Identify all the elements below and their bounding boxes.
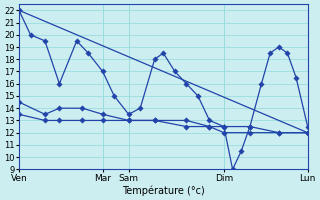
X-axis label: Température (°c): Température (°c) (122, 185, 205, 196)
